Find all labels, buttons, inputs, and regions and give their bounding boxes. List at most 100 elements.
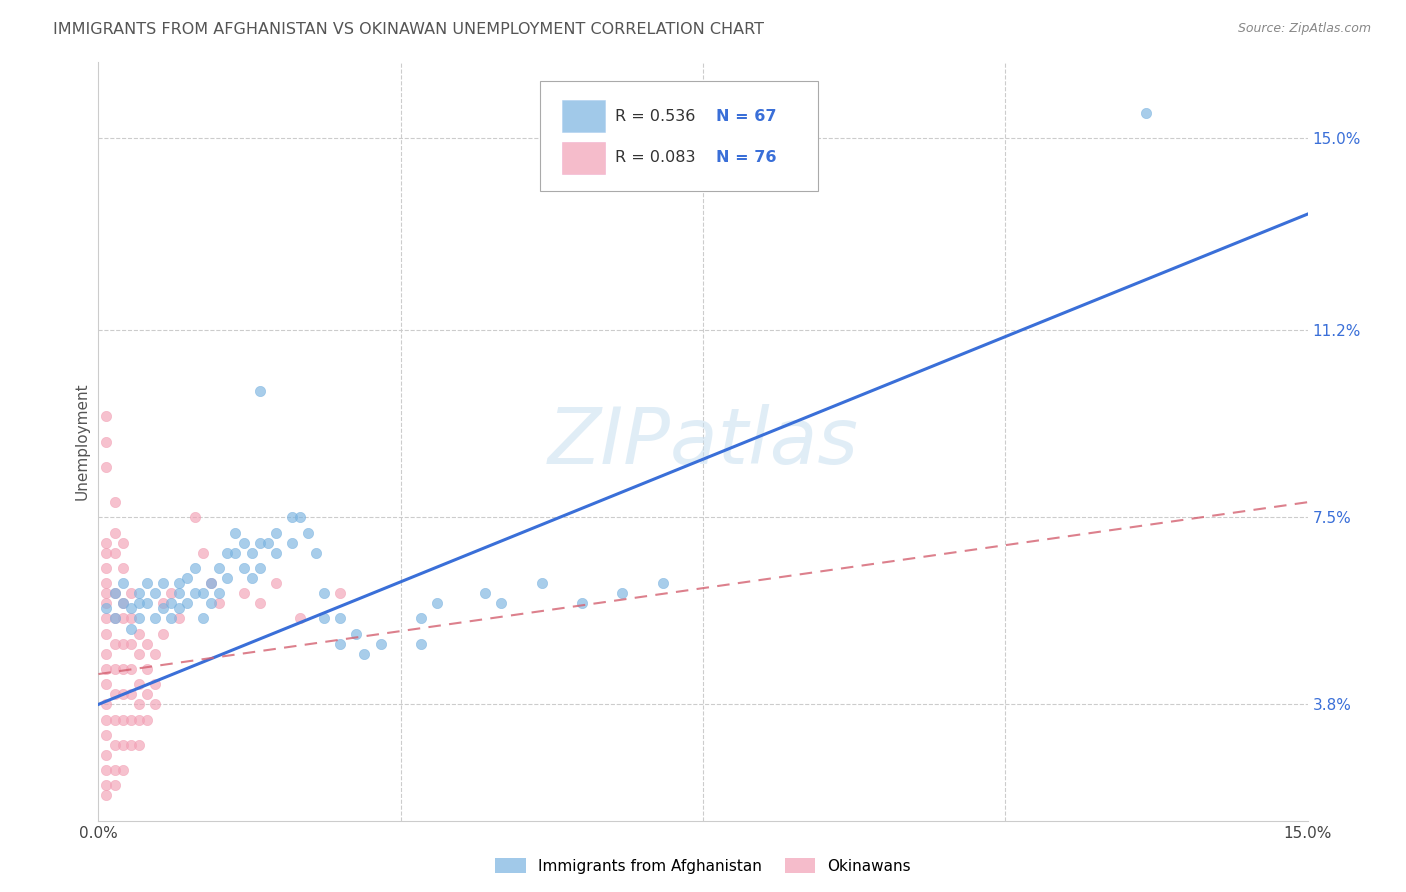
Point xyxy=(111,561,134,575)
Point xyxy=(111,637,134,651)
Point xyxy=(249,561,271,575)
Point xyxy=(530,576,553,591)
Point xyxy=(96,747,118,762)
Point xyxy=(135,637,157,651)
Point xyxy=(96,763,118,777)
Point xyxy=(160,596,183,610)
Point xyxy=(193,586,215,600)
Point xyxy=(135,576,157,591)
Point xyxy=(111,738,134,752)
Point xyxy=(103,586,125,600)
Point xyxy=(128,677,150,691)
Point xyxy=(111,576,134,591)
Point xyxy=(314,586,336,600)
Point xyxy=(103,687,125,701)
Point xyxy=(128,698,150,712)
Point xyxy=(208,596,231,610)
Point xyxy=(128,647,150,661)
Point xyxy=(249,384,271,398)
Point xyxy=(1135,106,1157,120)
Point xyxy=(612,586,634,600)
Point xyxy=(200,576,222,591)
Point xyxy=(264,525,287,540)
Point xyxy=(111,763,134,777)
Point xyxy=(120,586,142,600)
Point xyxy=(152,626,174,640)
Point xyxy=(152,601,174,615)
Point xyxy=(184,561,207,575)
Point xyxy=(96,647,118,661)
Point xyxy=(288,510,311,524)
Point xyxy=(111,687,134,701)
Y-axis label: Unemployment: Unemployment xyxy=(75,383,90,500)
Point xyxy=(135,713,157,727)
Point xyxy=(120,611,142,625)
Point xyxy=(96,576,118,591)
Point xyxy=(344,626,367,640)
Point xyxy=(329,586,352,600)
Point xyxy=(120,637,142,651)
Point xyxy=(297,525,319,540)
Point xyxy=(128,738,150,752)
Point xyxy=(370,637,392,651)
Point xyxy=(103,763,125,777)
Point xyxy=(96,601,118,615)
Point xyxy=(111,596,134,610)
Point xyxy=(120,738,142,752)
Point xyxy=(264,576,287,591)
Point xyxy=(96,626,118,640)
Point xyxy=(96,728,118,742)
Point xyxy=(128,611,150,625)
Point xyxy=(143,647,166,661)
Text: N = 67: N = 67 xyxy=(716,109,776,124)
Text: N = 76: N = 76 xyxy=(716,151,776,166)
Point xyxy=(128,713,150,727)
Point xyxy=(193,546,215,560)
Point xyxy=(111,611,134,625)
Point xyxy=(96,662,118,676)
Point xyxy=(208,561,231,575)
Point xyxy=(249,535,271,549)
Point xyxy=(329,637,352,651)
Point xyxy=(152,576,174,591)
Point xyxy=(184,510,207,524)
Point xyxy=(120,622,142,636)
Point xyxy=(426,596,449,610)
Text: R = 0.536: R = 0.536 xyxy=(614,109,695,124)
Point xyxy=(176,571,198,585)
Point xyxy=(281,510,304,524)
Point xyxy=(143,586,166,600)
Point xyxy=(217,571,239,585)
Point xyxy=(103,586,125,600)
Point xyxy=(111,662,134,676)
Point xyxy=(232,561,254,575)
Text: ZIPatlas: ZIPatlas xyxy=(547,403,859,480)
Point xyxy=(96,677,118,691)
Point xyxy=(96,778,118,792)
Point xyxy=(240,546,263,560)
Point xyxy=(184,586,207,600)
Point xyxy=(96,546,118,560)
Point xyxy=(314,611,336,625)
Point xyxy=(232,586,254,600)
Point xyxy=(120,713,142,727)
Point xyxy=(264,546,287,560)
Point xyxy=(128,626,150,640)
Point xyxy=(305,546,328,560)
Point xyxy=(96,409,118,424)
FancyBboxPatch shape xyxy=(561,142,605,174)
Point xyxy=(208,586,231,600)
Point xyxy=(288,611,311,625)
Point xyxy=(135,687,157,701)
Point xyxy=(281,535,304,549)
Point xyxy=(103,662,125,676)
Point xyxy=(111,535,134,549)
Point xyxy=(103,738,125,752)
Point xyxy=(152,596,174,610)
Point xyxy=(120,601,142,615)
Point xyxy=(143,611,166,625)
FancyBboxPatch shape xyxy=(540,81,818,191)
Point xyxy=(167,611,190,625)
Point xyxy=(224,525,246,540)
Point xyxy=(96,459,118,474)
